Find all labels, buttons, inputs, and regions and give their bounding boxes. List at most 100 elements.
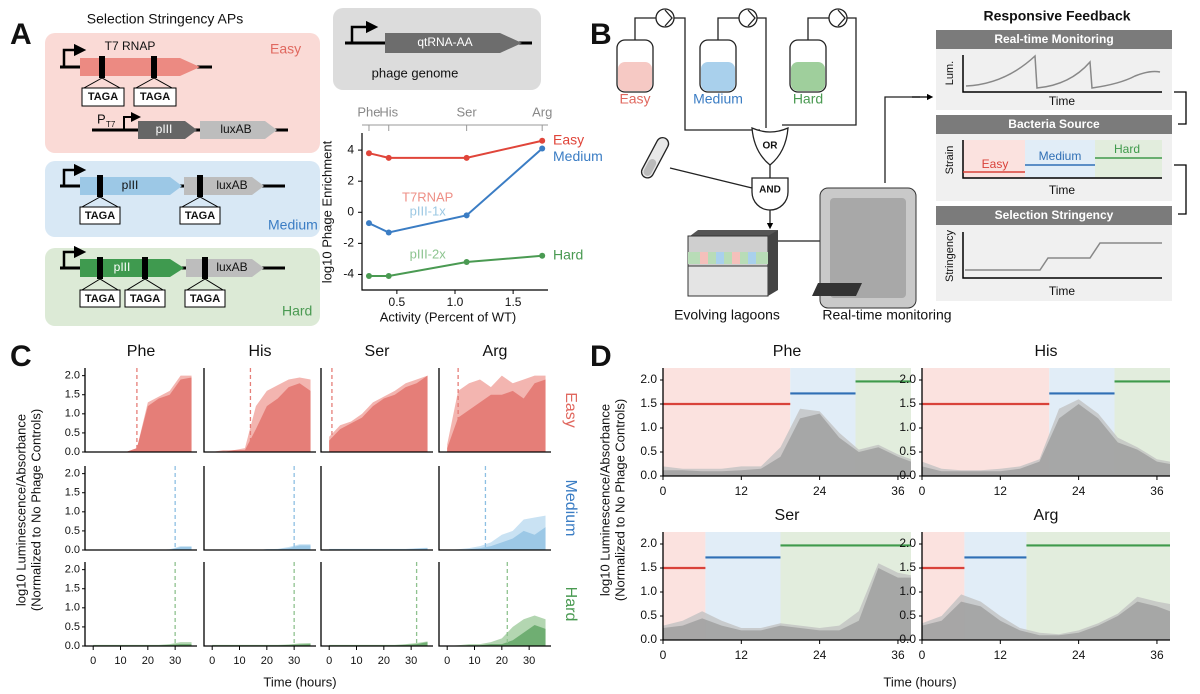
bottles-shape: [791, 62, 825, 91]
x-tick-label: 12: [994, 648, 1008, 662]
area: [663, 413, 911, 476]
y-tick-label: 1.5: [65, 389, 80, 401]
series-line: [368, 139, 543, 159]
hard-construct-shape: [124, 289, 166, 308]
hard-construct-shape: [142, 257, 148, 279]
top-tick-label: His: [379, 104, 398, 119]
x-tick-label: 20: [496, 655, 508, 667]
lagoons-shape: [748, 252, 756, 264]
x-tick-label: 0: [90, 655, 96, 667]
area-light: [663, 563, 911, 640]
y-tick-label: 1.5: [65, 583, 80, 595]
axis: [438, 368, 551, 453]
level-label: Hard: [1114, 142, 1140, 156]
y-tick-label: 0.5: [899, 444, 916, 458]
point: [385, 229, 392, 236]
x-tick-label: 30: [169, 655, 181, 667]
y-axis-label: log10 Phage Enrichment: [319, 140, 334, 283]
series-annotation: pIII-1x: [410, 203, 447, 218]
y-tick-label: 0.5: [65, 525, 80, 537]
y-tick-label: 0.5: [640, 608, 657, 622]
top-tick-label: Phe: [357, 104, 380, 119]
feedback-header: Real-time Monitoring: [994, 32, 1113, 46]
area: [447, 625, 546, 646]
area-light: [329, 641, 428, 646]
area: [663, 568, 911, 640]
x-tick-label: 1.5: [505, 295, 522, 309]
panel-b: B Easy Medium Hard OR AND Evolving lagoo…: [590, 8, 1187, 323]
x-tick-label: 36: [891, 484, 905, 498]
tag-label: TAGA: [130, 293, 160, 305]
axis: [320, 466, 433, 551]
lagoons-shape: [716, 252, 724, 264]
x-tick-label: 12: [735, 648, 749, 662]
level-label: Easy: [982, 157, 1009, 171]
medium-construct-shape: [79, 206, 121, 225]
axis-label: Time: [1049, 183, 1076, 197]
point: [385, 273, 392, 280]
axis-label: Lum.: [944, 61, 956, 85]
easy-construct-shape: [81, 87, 125, 107]
hard-construct-shape: [202, 257, 208, 279]
x-tick-label: 0: [209, 655, 215, 667]
hard-construct-shape: [97, 257, 103, 279]
x-tick-label: 10: [114, 655, 126, 667]
panel-title: Phe: [773, 343, 802, 360]
genome-label: phage genome: [372, 65, 459, 80]
axis-label: Strain: [944, 146, 956, 175]
y-tick-label: 0.0: [899, 468, 916, 482]
panel-a: A Selection Stringency APs TAGA TAGA T7 …: [10, 8, 541, 326]
easy-construct-shape: [138, 121, 197, 139]
hard-construct-shape: [79, 289, 121, 308]
lagoons-shape: [768, 230, 778, 296]
promoter-subscript: T7: [106, 120, 116, 129]
y-tick-label: 0: [347, 204, 354, 218]
series-name: Easy: [553, 131, 584, 147]
axis: [320, 368, 433, 453]
y-axis-label: log10 Luminescence/Absorbance: [597, 404, 612, 596]
x-tick-label: 0: [919, 484, 926, 498]
axis: [438, 466, 551, 551]
axis-label: Time: [1049, 284, 1076, 298]
bottles-shape: [751, 177, 789, 211]
x-tick-label: 30: [523, 655, 535, 667]
y-tick-label: 1.5: [640, 396, 657, 410]
row-label: Hard: [562, 587, 579, 622]
x-tick-label: 0: [326, 655, 332, 667]
panel-title: Selection Stringency APs: [87, 11, 243, 27]
feedback-panels-shape: [1025, 140, 1095, 178]
point: [385, 154, 392, 161]
or-gate-label: OR: [763, 141, 779, 152]
axis: [84, 562, 197, 647]
point: [539, 252, 546, 259]
x-tick-label: 0: [919, 648, 926, 662]
y-tick-label: 0.5: [65, 621, 80, 633]
feedback-panels: [936, 30, 1187, 301]
bottles-shape: [669, 167, 753, 189]
point: [539, 145, 546, 152]
feedback-panels-shape: [965, 54, 1161, 89]
y-axis-label: (Normalized to No Phage Controls): [28, 409, 43, 611]
x-axis-label: Time (hours): [883, 674, 956, 689]
series-line: [368, 254, 543, 278]
phage-genome: qtRNA-AA phage genome: [333, 8, 541, 90]
gene-label: pIII: [156, 122, 173, 136]
stage-region: [922, 368, 1050, 476]
x-tick-label: 24: [813, 648, 827, 662]
medium-construct-shape: [97, 175, 103, 197]
series-name: Medium: [553, 148, 603, 164]
feedback-panels-shape: [936, 30, 1172, 49]
y-tick-label: 1.5: [640, 560, 657, 574]
x-tick-label: 36: [1150, 648, 1164, 662]
lagoons-shape: [700, 252, 708, 264]
tag-label: TAGA: [85, 210, 115, 222]
x-tick-label: 10: [468, 655, 480, 667]
y-tick-label: 0.0: [640, 632, 657, 646]
x-tick-label: 20: [142, 655, 154, 667]
bottles-shape: [884, 96, 920, 183]
y-tick-label: 1.0: [640, 420, 657, 434]
x-tick-label: 36: [891, 648, 905, 662]
bottle-label: Medium: [693, 91, 743, 107]
bottles-shape: [751, 126, 789, 166]
